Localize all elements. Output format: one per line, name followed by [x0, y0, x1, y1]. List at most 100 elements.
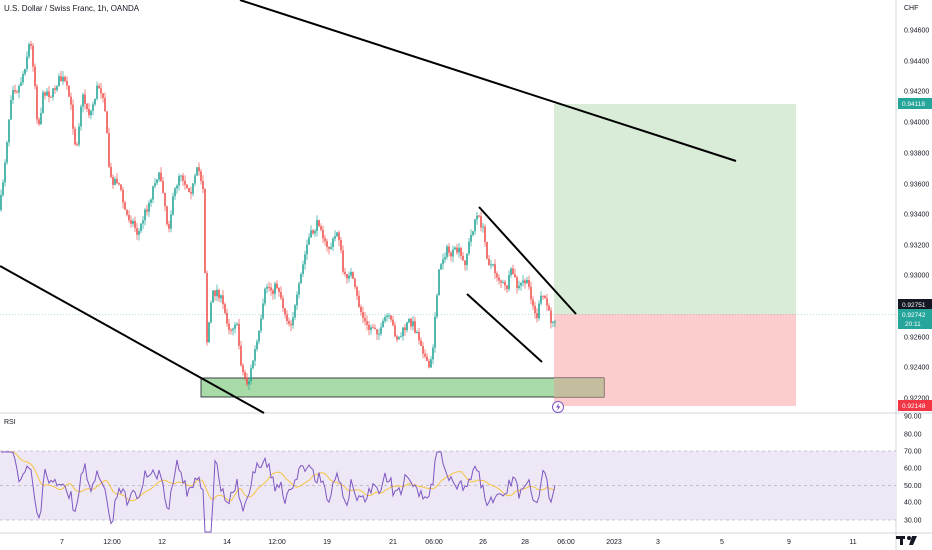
candle-body — [428, 360, 430, 368]
tradingview-logo-icon[interactable] — [894, 533, 926, 547]
candle-body — [214, 290, 216, 297]
candle-body — [266, 286, 268, 289]
candle-body — [10, 100, 12, 120]
time-axis-label: 28 — [521, 539, 529, 546]
candle-body — [348, 275, 350, 279]
candle-body — [468, 241, 470, 254]
candle-body — [374, 327, 376, 330]
candle-body — [366, 321, 368, 325]
candle-body — [40, 112, 42, 125]
candle-body — [514, 274, 516, 278]
candle-body — [488, 258, 490, 266]
rsi-label[interactable]: RSI — [4, 419, 16, 426]
candle-body — [94, 98, 96, 105]
candle-body — [6, 142, 8, 163]
price-axis-label: 0.92200 — [904, 396, 929, 403]
candle-body — [112, 177, 114, 185]
price-axis[interactable]: 0.94600 0.94400 0.94200 0.94000 0.93800 0.936… — [904, 28, 929, 403]
candle-body — [64, 76, 66, 81]
price-axis-label: 0.94000 — [904, 120, 929, 127]
rsi-axis-label: 40.00 — [904, 500, 922, 507]
candle-body — [278, 288, 280, 292]
candle-body — [444, 256, 446, 260]
channel-bottom-line[interactable] — [466, 293, 543, 363]
candle-body — [30, 44, 32, 46]
candle-body — [298, 283, 300, 295]
candle-body — [90, 110, 92, 116]
candle-body — [422, 346, 424, 354]
rsi-axis[interactable]: 90.00 80.00 70.00 60.00 50.00 40.00 30.00 — [904, 414, 922, 525]
time-axis-label: 2023 — [606, 539, 622, 546]
candle-body — [390, 315, 392, 320]
candles[interactable] — [0, 40, 556, 391]
time-axis-label: 14 — [223, 539, 231, 546]
time-axis[interactable]: 7 12:00 12 14 12:00 19 21 06:00 26 28 06:00 2023 3 5 9… — [60, 539, 857, 546]
candle-body — [314, 230, 316, 234]
time-axis-label: 06:00 — [557, 539, 575, 546]
candle-body — [152, 186, 154, 200]
lower-trendline[interactable] — [0, 265, 265, 414]
candle-body — [512, 268, 514, 275]
candle-body — [448, 246, 450, 253]
time-axis-label: 19 — [323, 539, 331, 546]
candle-body — [408, 318, 410, 323]
candle-body — [16, 91, 18, 93]
candle-body — [66, 80, 68, 86]
candle-body — [358, 295, 360, 307]
rsi-line[interactable] — [1, 451, 556, 533]
rsi-axis-label: 30.00 — [904, 518, 922, 525]
candle-body — [442, 259, 444, 265]
candle-body — [226, 312, 228, 324]
candle-body — [188, 188, 190, 193]
current-price-value: 0.92742 — [902, 312, 926, 319]
candle-body — [550, 310, 552, 323]
price-axis-label: 0.93200 — [904, 243, 929, 250]
candle-body — [256, 341, 258, 350]
candle-body — [362, 312, 364, 319]
candle-body — [290, 323, 292, 326]
time-axis-label: 7 — [60, 539, 64, 546]
time-axis-label: 12 — [158, 539, 166, 546]
profit-zone[interactable] — [554, 104, 796, 314]
candle-body — [530, 286, 532, 300]
take-profit-tag: 0.94118 — [898, 98, 932, 109]
candle-body — [384, 317, 386, 321]
rsi-ma-line[interactable] — [1, 451, 556, 502]
candle-body — [540, 295, 542, 304]
candle-body — [272, 290, 274, 294]
candle-body — [78, 126, 80, 145]
upper-trendline[interactable] — [239, 0, 737, 162]
rsi-axis-label: 90.00 — [904, 414, 922, 421]
candle-body — [308, 237, 310, 245]
candle-body — [506, 285, 508, 290]
candle-body — [504, 282, 506, 286]
candle-body — [254, 349, 256, 361]
candle-body — [454, 247, 456, 250]
candle-body — [370, 327, 372, 330]
candle-body — [382, 320, 384, 328]
candle-body — [88, 108, 90, 116]
candle-body — [12, 90, 14, 101]
symbol-title[interactable]: U.S. Dollar / Swiss Franc, 1h, OANDA — [4, 4, 140, 13]
time-axis-label: 3 — [656, 539, 660, 546]
candle-body — [356, 287, 358, 296]
candle-body — [260, 318, 262, 331]
candle-body — [458, 247, 460, 253]
candle-body — [138, 231, 140, 235]
candle-body — [392, 319, 394, 326]
candle-body — [554, 321, 556, 323]
candle-body — [430, 359, 432, 368]
support-zone[interactable] — [200, 377, 605, 398]
candle-body — [394, 325, 396, 337]
candle-body — [48, 91, 50, 97]
candle-body — [304, 254, 306, 265]
candle-body — [224, 304, 226, 313]
candle-body — [274, 283, 276, 294]
candle-body — [364, 318, 366, 322]
candle-body — [302, 264, 304, 275]
lightning-icon[interactable] — [552, 401, 564, 413]
channel-top-line[interactable] — [478, 206, 577, 315]
candle-body — [464, 260, 466, 266]
candle-body — [58, 76, 60, 87]
